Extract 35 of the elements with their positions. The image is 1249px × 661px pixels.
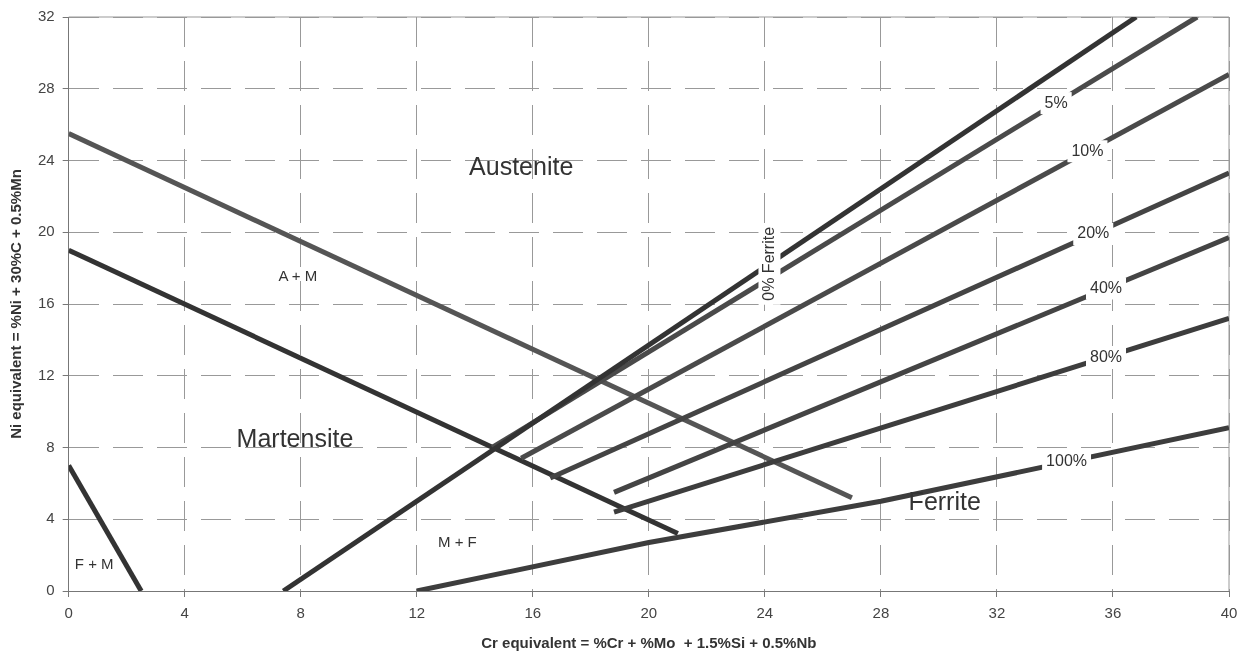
x-tick-label: 36 <box>1104 604 1122 622</box>
x-tick-label: 8 <box>296 604 305 622</box>
series-label: 80% <box>1089 347 1123 365</box>
y-tick-label: 8 <box>46 437 55 455</box>
series-label: 10% <box>1071 141 1104 159</box>
annotation: A + M <box>278 267 318 285</box>
y-tick-label: 0 <box>46 581 55 599</box>
x-tick-label: 28 <box>872 604 890 622</box>
y-tick-label: 20 <box>38 222 55 240</box>
x-tick-label: 32 <box>988 604 1006 622</box>
y-tick-label: 16 <box>38 294 55 312</box>
y-tick-label: 32 <box>38 7 55 25</box>
x-tick-label: 20 <box>640 604 658 622</box>
x-tick-label: 24 <box>756 604 774 622</box>
annotation: Austenite <box>469 151 574 180</box>
series-label: 100% <box>1046 452 1088 470</box>
annotation: M + F <box>438 532 477 550</box>
annotation: Ferrite <box>908 487 981 516</box>
text: 0% Ferrite <box>759 226 777 301</box>
y-axis-title: Ni equivalent = %Ni + 30%C + 0.5%Mn <box>7 169 25 439</box>
x-tick-label: 0 <box>64 604 73 622</box>
annotation: Martensite <box>236 424 354 453</box>
series-label: 5% <box>1044 93 1068 111</box>
series-label: 40% <box>1089 278 1123 296</box>
y-tick-label: 4 <box>46 509 55 527</box>
x-tick-label: 12 <box>408 604 426 622</box>
y-tick-label: 28 <box>38 78 55 96</box>
annotation: F + M <box>74 555 114 573</box>
x-tick-label: 4 <box>180 604 189 622</box>
y-tick-label: 12 <box>38 365 55 383</box>
y-tick-label: 24 <box>38 150 55 168</box>
x-tick-label: 16 <box>524 604 542 622</box>
series-label: 20% <box>1077 224 1110 242</box>
x-tick-label: 40 <box>1220 604 1238 622</box>
x-axis-title: Cr equivalent = %Cr + %Mo + 1.5%Si + 0.5%Nb <box>481 634 817 652</box>
